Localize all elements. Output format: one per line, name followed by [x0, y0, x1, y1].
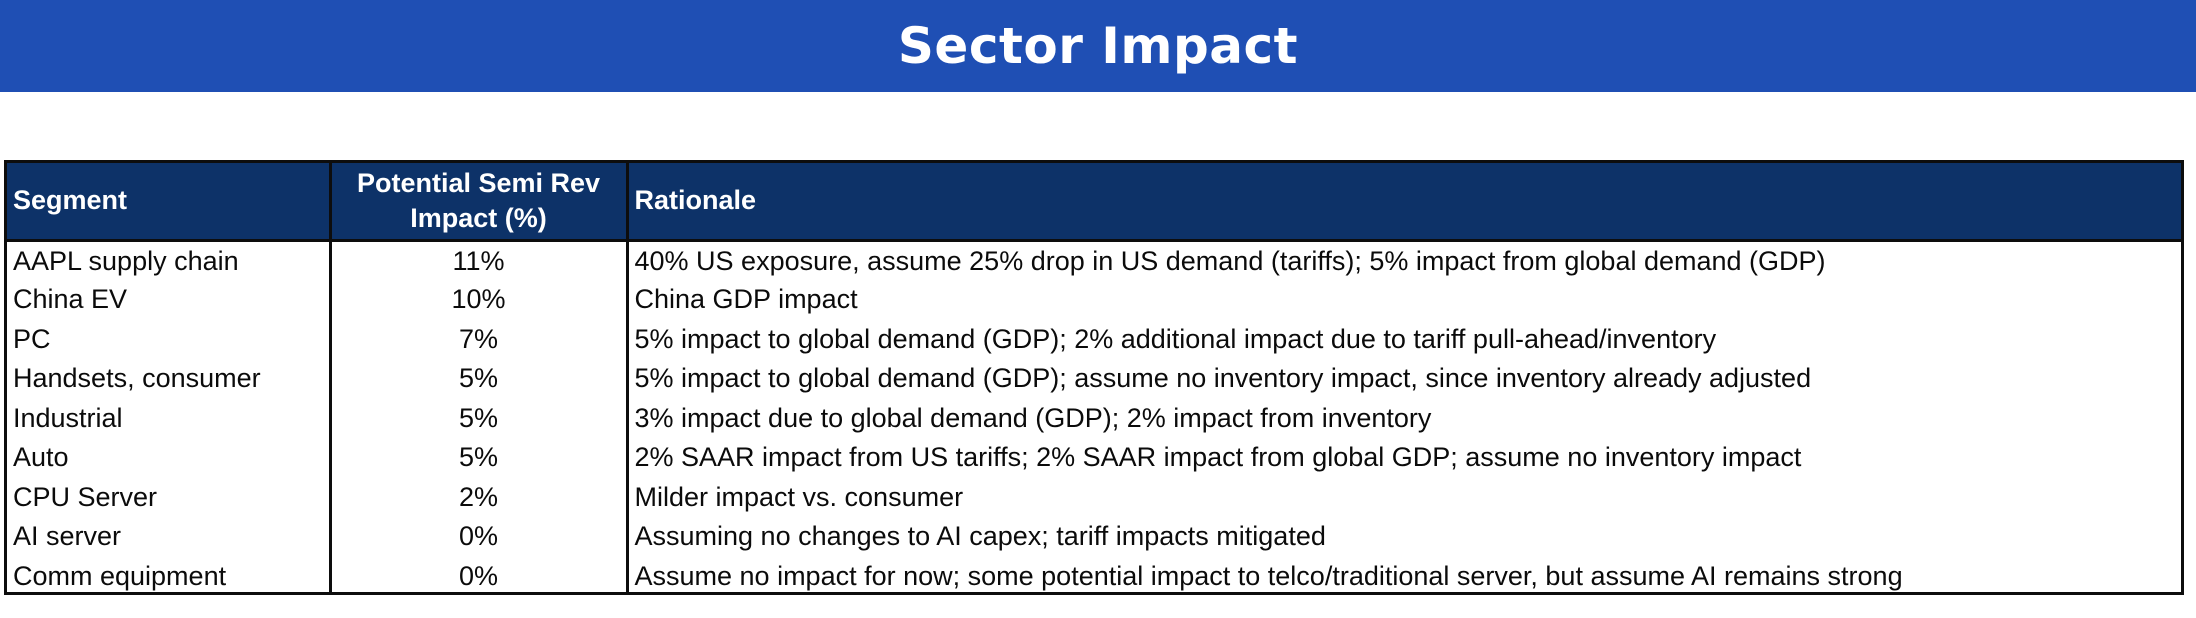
table-row: AI server 0% Assuming no changes to AI c… [7, 516, 2181, 556]
cell-rationale: China GDP impact [634, 284, 858, 315]
header-segment: Segment [7, 163, 332, 242]
cell-segment: AI server [7, 516, 332, 556]
cell-rationale: 3% impact due to global demand (GDP); 2%… [634, 402, 1432, 433]
cell-segment: Comm equipment [7, 556, 332, 592]
data-table: Segment Potential Semi Rev Impact (%) Ra… [7, 163, 2181, 592]
title-banner: Sector Impact [0, 0, 2196, 92]
cell-rationale: 40% US exposure, assume 25% drop in US d… [634, 245, 1826, 276]
cell-impact: 0% [330, 556, 629, 592]
cell-segment: Industrial [7, 398, 332, 438]
cell-segment: CPU Server [7, 477, 332, 517]
cell-segment: Auto [7, 437, 332, 477]
table-body: AAPL supply chain 11% 40% US exposure, a… [7, 240, 2181, 592]
cell-impact: 11% [330, 240, 629, 280]
cell-rationale: 5% impact to global demand (GDP); 2% add… [634, 323, 1717, 354]
cell-segment: China EV [7, 279, 332, 319]
cell-rationale: Milder impact vs. consumer [634, 481, 964, 512]
cell-segment: Handsets, consumer [7, 358, 332, 398]
header-row: Segment Potential Semi Rev Impact (%) Ra… [7, 163, 2181, 242]
table-row: AAPL supply chain 11% 40% US exposure, a… [7, 240, 2181, 280]
page-title: Sector Impact [897, 17, 1299, 75]
cell-rationale: 2% SAAR impact from US tariffs; 2% SAAR … [634, 442, 1802, 473]
cell-impact: 7% [330, 319, 629, 359]
sector-impact-table: Segment Potential Semi Rev Impact (%) Ra… [4, 160, 2184, 595]
cell-impact: 0% [330, 516, 629, 556]
cell-impact: 5% [330, 358, 629, 398]
cell-impact: 10% [330, 279, 629, 319]
cell-segment: PC [7, 319, 332, 359]
table-row: Comm equipment 0% Assume no impact for n… [7, 556, 2181, 592]
cell-impact: 5% [330, 398, 629, 438]
table-row: China EV 10% China GDP impact [7, 279, 2181, 319]
table-row: Industrial 5% 3% impact due to global de… [7, 398, 2181, 438]
table-header: Segment Potential Semi Rev Impact (%) Ra… [7, 163, 2181, 242]
cell-rationale: Assuming no changes to AI capex; tariff … [634, 521, 1326, 552]
cell-impact: 5% [330, 437, 629, 477]
header-rationale: Rationale [627, 163, 2181, 242]
cell-segment: AAPL supply chain [7, 240, 332, 280]
cell-rationale: Assume no impact for now; some potential… [634, 560, 1903, 591]
header-impact: Potential Semi Rev Impact (%) [330, 163, 629, 242]
table-row: Handsets, consumer 5% 5% impact to globa… [7, 358, 2181, 398]
cell-rationale: 5% impact to global demand (GDP); assume… [634, 363, 1812, 394]
table-row: CPU Server 2% Milder impact vs. consumer [7, 477, 2181, 517]
table-row: PC 7% 5% impact to global demand (GDP); … [7, 319, 2181, 359]
cell-impact: 2% [330, 477, 629, 517]
table-row: Auto 5% 2% SAAR impact from US tariffs; … [7, 437, 2181, 477]
